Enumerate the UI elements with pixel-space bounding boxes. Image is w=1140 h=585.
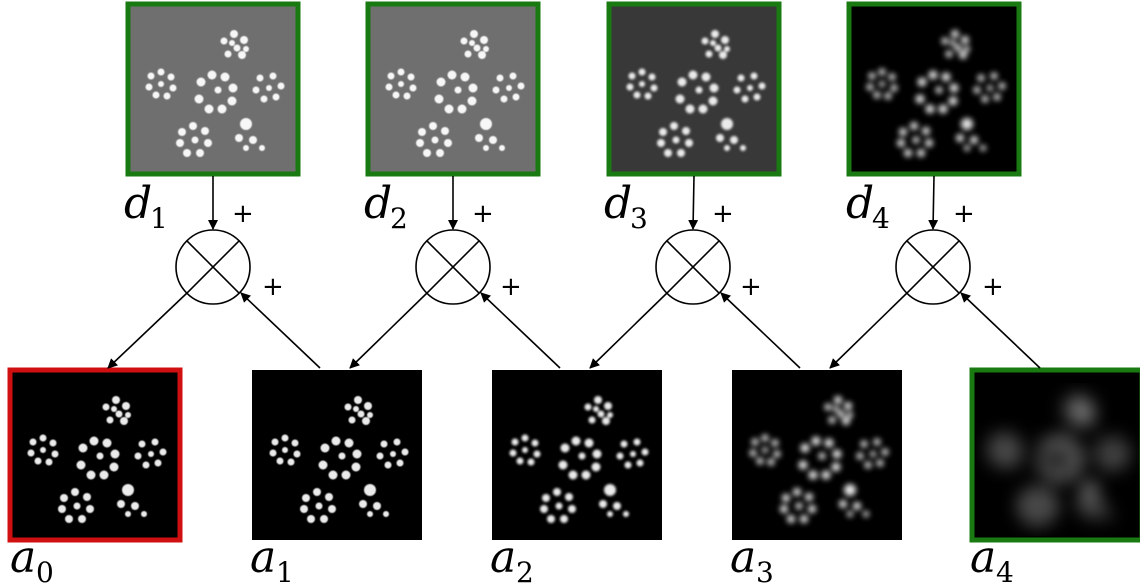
approximation-panel-a1 [252, 370, 422, 540]
approximation-label-a3: a 3 [730, 532, 774, 585]
svg-text:d: d [846, 178, 874, 229]
svg-text:a: a [970, 532, 996, 583]
approximation-panel-a2 [492, 370, 662, 540]
plus-sign: + [472, 199, 494, 229]
approximation-label-a4: a 4 [970, 532, 1014, 585]
flow-arrow [480, 292, 561, 369]
approximation-label-a0: a 0 [10, 532, 54, 585]
approximation-label-a2: a 2 [490, 532, 534, 585]
approximation-label-a1: a 1 [250, 532, 294, 585]
svg-text:a: a [250, 532, 276, 583]
svg-text:d: d [604, 178, 632, 229]
detail-panel-d2 [365, 1, 541, 177]
sum-node [895, 229, 971, 305]
plus-sign: + [982, 272, 1004, 302]
plus-sign: + [232, 199, 254, 229]
plus-sign: + [712, 199, 734, 229]
detail-panel-d1 [125, 1, 301, 177]
detail-label-d1: d 1 [124, 178, 168, 235]
detail-label-d3: d 3 [604, 178, 648, 235]
svg-text:d: d [124, 178, 152, 229]
svg-text:a: a [490, 532, 516, 583]
plus-sign: + [500, 272, 522, 302]
sum-node [655, 229, 731, 305]
sum-node [415, 229, 491, 305]
flow-arrow [720, 292, 801, 369]
svg-text:4: 4 [996, 556, 1014, 585]
detail-label-d2: d 2 [364, 178, 408, 235]
sum-operator-nodes [175, 229, 971, 305]
svg-text:a: a [730, 532, 756, 583]
plus-sign: + [953, 199, 975, 229]
flow-arrow [829, 292, 908, 369]
approximation-images-row [7, 367, 1140, 543]
flow-arrow [240, 292, 321, 369]
svg-text:1: 1 [276, 556, 294, 585]
svg-text:2: 2 [390, 202, 408, 235]
flow-arrows [107, 175, 1041, 369]
flow-arrow [928, 175, 939, 230]
svg-text:a: a [10, 532, 36, 583]
svg-text:3: 3 [756, 556, 774, 585]
flow-arrow [589, 292, 668, 369]
sum-node [175, 229, 251, 305]
flow-arrow [688, 175, 699, 230]
plus-sign: + [262, 272, 284, 302]
flow-arrow [107, 292, 188, 369]
plus-sign: + [740, 272, 762, 302]
approximation-panel-a3 [732, 370, 902, 540]
flow-arrow [349, 292, 428, 369]
svg-text:4: 4 [872, 202, 890, 235]
svg-text:1: 1 [150, 202, 168, 235]
approximation-panel-a0 [7, 367, 183, 543]
svg-text:2: 2 [516, 556, 534, 585]
svg-text:d: d [364, 178, 392, 229]
detail-panel-d3 [606, 1, 782, 177]
detail-panel-d4 [846, 1, 1022, 177]
svg-text:3: 3 [630, 202, 648, 235]
svg-text:0: 0 [36, 556, 54, 585]
detail-label-d4: d 4 [846, 178, 890, 235]
flow-arrow [960, 292, 1041, 369]
approximation-panel-a4 [969, 367, 1140, 543]
detail-images-row [125, 1, 1022, 177]
